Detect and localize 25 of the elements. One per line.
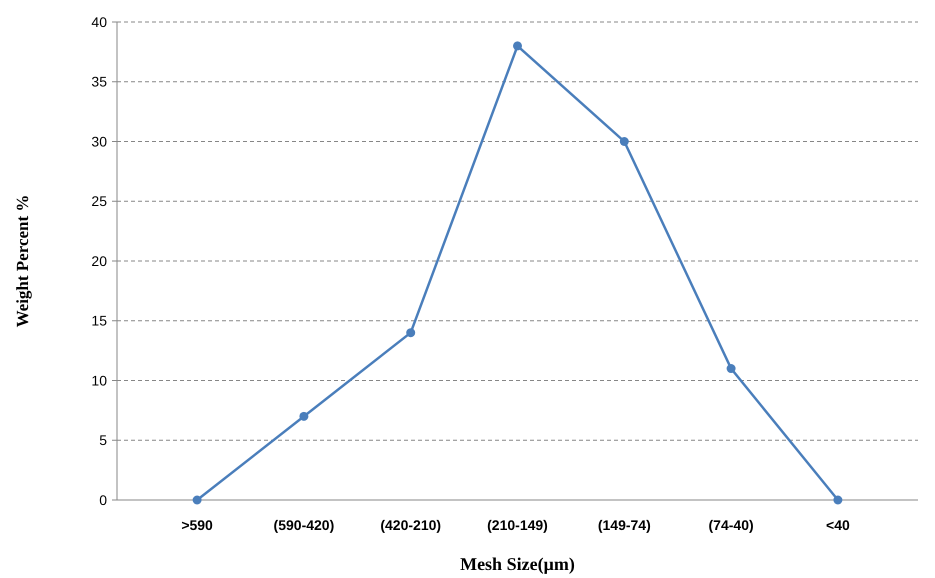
y-tick-label: 0 xyxy=(99,492,108,508)
x-axis-title: Mesh Size(µm) xyxy=(460,554,575,574)
point xyxy=(833,496,842,504)
x-tick-label: <40 xyxy=(826,517,850,533)
point xyxy=(620,137,629,146)
x-tick-label: (210-149) xyxy=(487,517,548,533)
y-axis-title: Weight Percent % xyxy=(13,194,32,328)
point xyxy=(513,41,522,50)
y-tick-label: 5 xyxy=(99,432,108,448)
point xyxy=(299,412,308,421)
y-tick-label: 20 xyxy=(91,252,108,269)
y-tick-label: 30 xyxy=(91,133,108,150)
point xyxy=(192,496,202,504)
y-tick-label: 40 xyxy=(91,14,108,30)
x-tick-label: (149-74) xyxy=(598,517,651,533)
x-tick-label: (590-420) xyxy=(274,517,334,533)
y-tick-label: 35 xyxy=(91,74,108,90)
x-tick-label: (420-210) xyxy=(380,517,442,533)
point xyxy=(726,364,736,374)
x-tick-label: >590 xyxy=(181,517,214,533)
y-tick-label: 10 xyxy=(91,372,108,388)
x-tick-label: (74-40) xyxy=(708,517,754,533)
y-tick-label: 25 xyxy=(91,193,108,210)
point xyxy=(406,328,416,338)
y-tick-label: 15 xyxy=(91,312,108,329)
